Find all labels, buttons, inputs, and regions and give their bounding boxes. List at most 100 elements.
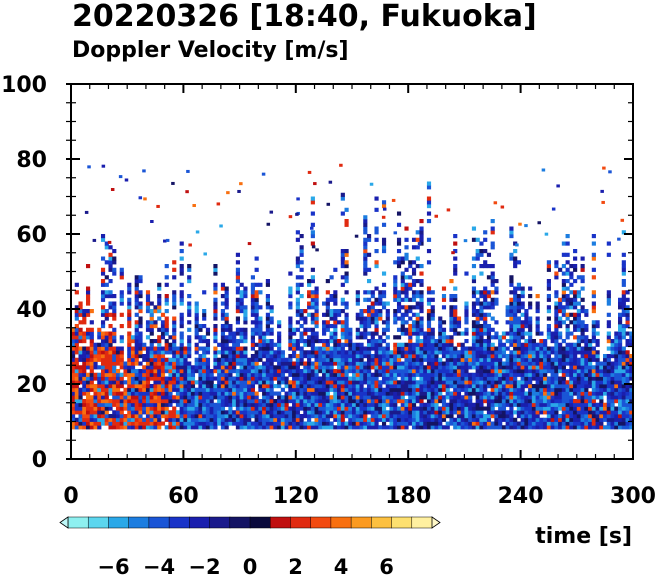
heatmap-cell (322, 421, 327, 426)
heatmap-cell (374, 414, 379, 419)
heatmap-cell (453, 365, 458, 370)
heatmap-cell (464, 346, 469, 351)
heatmap-cell (546, 402, 551, 407)
heatmap-cell (449, 380, 454, 385)
heatmap-cell (419, 264, 424, 269)
heatmap-cell (205, 384, 211, 389)
heatmap-cell (363, 335, 368, 340)
heatmap-cell (348, 376, 353, 381)
heatmap-cell (160, 402, 166, 407)
heatmap-cell (295, 275, 300, 280)
heatmap-cell (434, 339, 439, 344)
heatmap-cell (393, 312, 398, 317)
heatmap-cell (494, 320, 499, 325)
heatmap-cell (554, 410, 559, 415)
heatmap-cell (187, 305, 192, 310)
heatmap-cell (355, 421, 360, 426)
heatmap-cell (546, 264, 551, 269)
heatmap-cell (213, 316, 218, 321)
heatmap-cell (588, 421, 593, 426)
heatmap-cell (74, 350, 79, 355)
heatmap-cell (85, 361, 91, 366)
heatmap-cell (258, 282, 263, 287)
heatmap-cell (621, 331, 626, 336)
heatmap-cell (303, 342, 308, 347)
heatmap-cell (138, 406, 143, 411)
heatmap-cell (584, 327, 589, 332)
heatmap-cell (310, 391, 315, 396)
heatmap-cell (104, 380, 109, 385)
heatmap-cell (134, 384, 139, 389)
heatmap-cell (164, 275, 169, 280)
heatmap-cell (157, 294, 162, 299)
heatmap-cell (561, 320, 566, 325)
heatmap-cell (423, 406, 428, 411)
heatmap-cell (486, 264, 492, 269)
heatmap-cell (505, 346, 510, 351)
heatmap-cell (498, 350, 503, 355)
heatmap-cell (127, 365, 132, 370)
heatmap-cell (393, 421, 398, 426)
heatmap-cell (550, 402, 555, 407)
heatmap-cell (149, 312, 154, 317)
heatmap-cell (344, 406, 349, 411)
heatmap-cell (370, 406, 375, 411)
heatmap-cell (337, 414, 342, 419)
heatmap-cell (307, 410, 312, 415)
heatmap-cell (518, 222, 522, 226)
heatmap-cell (145, 425, 151, 430)
heatmap-cell (71, 421, 76, 426)
heatmap-cell (232, 376, 237, 381)
heatmap-cell (374, 365, 379, 370)
heatmap-cell (243, 425, 248, 430)
heatmap-cell (224, 294, 229, 299)
heatmap-cell (464, 425, 469, 430)
colorbar-tick-label: −6 (97, 555, 129, 577)
heatmap-cell (292, 350, 297, 355)
heatmap-cell (520, 369, 525, 374)
heatmap-cell (157, 350, 162, 355)
heatmap-cell (471, 290, 477, 295)
heatmap-cell (130, 365, 136, 370)
heatmap-cell (104, 335, 109, 340)
heatmap-cell (363, 350, 368, 355)
heatmap-cell (138, 421, 143, 426)
heatmap-cell (378, 312, 383, 317)
heatmap-cell (438, 320, 443, 325)
heatmap-cell (456, 399, 462, 404)
heatmap-cell (359, 354, 364, 359)
heatmap-cell (235, 260, 240, 265)
heatmap-cell (325, 399, 330, 404)
heatmap-cell (235, 346, 240, 351)
heatmap-cell (381, 376, 387, 381)
heatmap-cell (108, 279, 113, 284)
heatmap-cell (535, 294, 540, 299)
heatmap-cell (385, 301, 390, 306)
heatmap-cell (501, 384, 507, 389)
heatmap-cell (303, 327, 308, 332)
heatmap-cell (513, 327, 518, 332)
heatmap-cell (404, 267, 409, 272)
heatmap-cell (228, 339, 233, 344)
heatmap-cell (453, 372, 458, 377)
heatmap-cell (123, 395, 128, 400)
heatmap-cell (262, 361, 267, 366)
heatmap-cell (509, 339, 514, 344)
heatmap-cell (307, 399, 312, 404)
heatmap-cell (157, 309, 162, 314)
heatmap-cell (550, 372, 555, 377)
heatmap-cell (576, 369, 581, 374)
heatmap-cell (404, 372, 409, 377)
heatmap-cell (393, 425, 398, 430)
heatmap-cell (629, 354, 634, 359)
heatmap-cell (310, 230, 315, 235)
heatmap-cell (217, 369, 222, 374)
heatmap-cell (359, 361, 364, 366)
heatmap-cell (202, 312, 207, 317)
heatmap-cell (303, 395, 308, 400)
heatmap-cell (115, 395, 121, 400)
heatmap-cell (160, 335, 166, 340)
heatmap-cell (415, 384, 420, 389)
heatmap-cell (378, 417, 383, 422)
heatmap-cell (119, 275, 124, 280)
